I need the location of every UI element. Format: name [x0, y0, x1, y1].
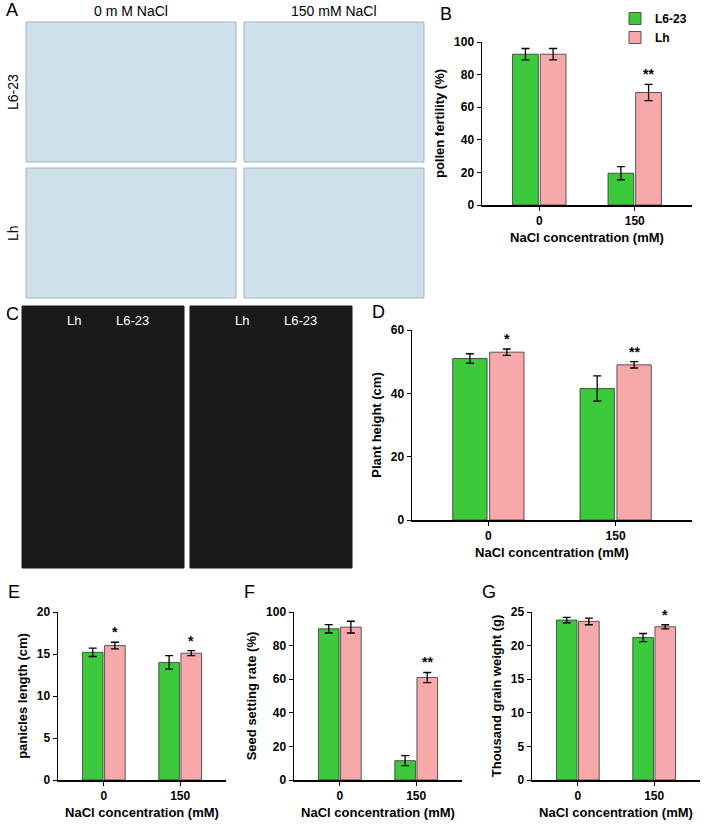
svg-text:5: 5 [43, 731, 50, 745]
svg-text:L6-23: L6-23 [284, 313, 317, 328]
svg-text:150: 150 [406, 789, 426, 803]
svg-text:G: G [482, 582, 496, 602]
svg-text:Seed setting rate (%): Seed setting rate (%) [244, 632, 259, 761]
svg-text:150: 150 [170, 789, 190, 803]
svg-text:15: 15 [37, 647, 51, 661]
svg-text:40: 40 [273, 706, 287, 720]
svg-text:0: 0 [336, 789, 343, 803]
svg-text:0: 0 [517, 773, 524, 787]
svg-text:**: ** [643, 66, 654, 82]
svg-text:150: 150 [625, 214, 645, 228]
svg-text:0: 0 [467, 198, 474, 212]
svg-text:20: 20 [37, 605, 51, 619]
svg-text:40: 40 [391, 387, 405, 401]
svg-text:100: 100 [454, 35, 474, 49]
svg-text:*: * [504, 331, 510, 347]
svg-text:150 mM NaCl: 150 mM NaCl [291, 3, 377, 19]
svg-text:0: 0 [397, 513, 404, 527]
svg-text:15: 15 [511, 672, 525, 686]
svg-text:0 m M NaCl: 0 m M NaCl [94, 3, 168, 19]
svg-text:NaCl concentration (mM): NaCl concentration (mM) [539, 805, 693, 820]
svg-text:E: E [8, 582, 20, 602]
svg-text:20: 20 [461, 166, 475, 180]
svg-text:100: 100 [266, 605, 286, 619]
svg-text:0: 0 [536, 214, 543, 228]
svg-text:0: 0 [43, 773, 50, 787]
svg-text:40: 40 [461, 133, 475, 147]
svg-text:20: 20 [511, 639, 525, 653]
svg-text:L6-23: L6-23 [116, 313, 149, 328]
svg-text:20: 20 [273, 740, 287, 754]
svg-text:C: C [6, 304, 19, 324]
svg-text:*: * [112, 624, 118, 640]
svg-text:60: 60 [461, 100, 475, 114]
svg-text:*: * [662, 607, 668, 623]
svg-text:25: 25 [511, 605, 525, 619]
svg-text:0: 0 [485, 529, 492, 543]
svg-text:F: F [244, 582, 255, 602]
svg-text:60: 60 [391, 323, 405, 337]
svg-text:Lh: Lh [235, 313, 249, 328]
svg-text:L6-23: L6-23 [655, 12, 687, 26]
svg-text:D: D [372, 302, 385, 322]
svg-text:Plant height (cm): Plant height (cm) [369, 372, 384, 477]
svg-text:150: 150 [644, 789, 664, 803]
svg-text:5: 5 [517, 740, 524, 754]
svg-text:NaCl concentration (mM): NaCl concentration (mM) [301, 805, 455, 820]
svg-text:Lh: Lh [5, 225, 21, 241]
svg-text:NaCl concentration (mM): NaCl concentration (mM) [65, 805, 219, 820]
svg-text:0: 0 [279, 773, 286, 787]
svg-text:Thousand grain weight (g): Thousand grain weight (g) [489, 615, 504, 778]
svg-text:80: 80 [273, 639, 287, 653]
svg-text:*: * [188, 633, 194, 649]
svg-text:Lh: Lh [67, 313, 81, 328]
svg-text:A: A [6, 0, 18, 20]
svg-text:panicles length (cm): panicles length (cm) [15, 633, 30, 759]
svg-text:**: ** [422, 654, 433, 670]
svg-text:**: ** [629, 344, 640, 360]
svg-text:150: 150 [606, 529, 626, 543]
svg-text:L6-23: L6-23 [5, 74, 21, 110]
svg-text:Lh: Lh [655, 31, 670, 45]
svg-text:0: 0 [574, 789, 581, 803]
svg-text:80: 80 [461, 68, 475, 82]
svg-text:60: 60 [273, 672, 287, 686]
svg-text:NaCl concentration (mM): NaCl concentration (mM) [475, 545, 629, 560]
svg-text:0: 0 [100, 789, 107, 803]
svg-text:B: B [440, 4, 452, 24]
svg-text:10: 10 [511, 706, 525, 720]
svg-text:NaCl concentration (mM): NaCl concentration (mM) [510, 230, 664, 245]
svg-text:20: 20 [391, 450, 405, 464]
svg-text:10: 10 [37, 689, 51, 703]
svg-text:pollen fertility (%): pollen fertility (%) [432, 69, 447, 178]
